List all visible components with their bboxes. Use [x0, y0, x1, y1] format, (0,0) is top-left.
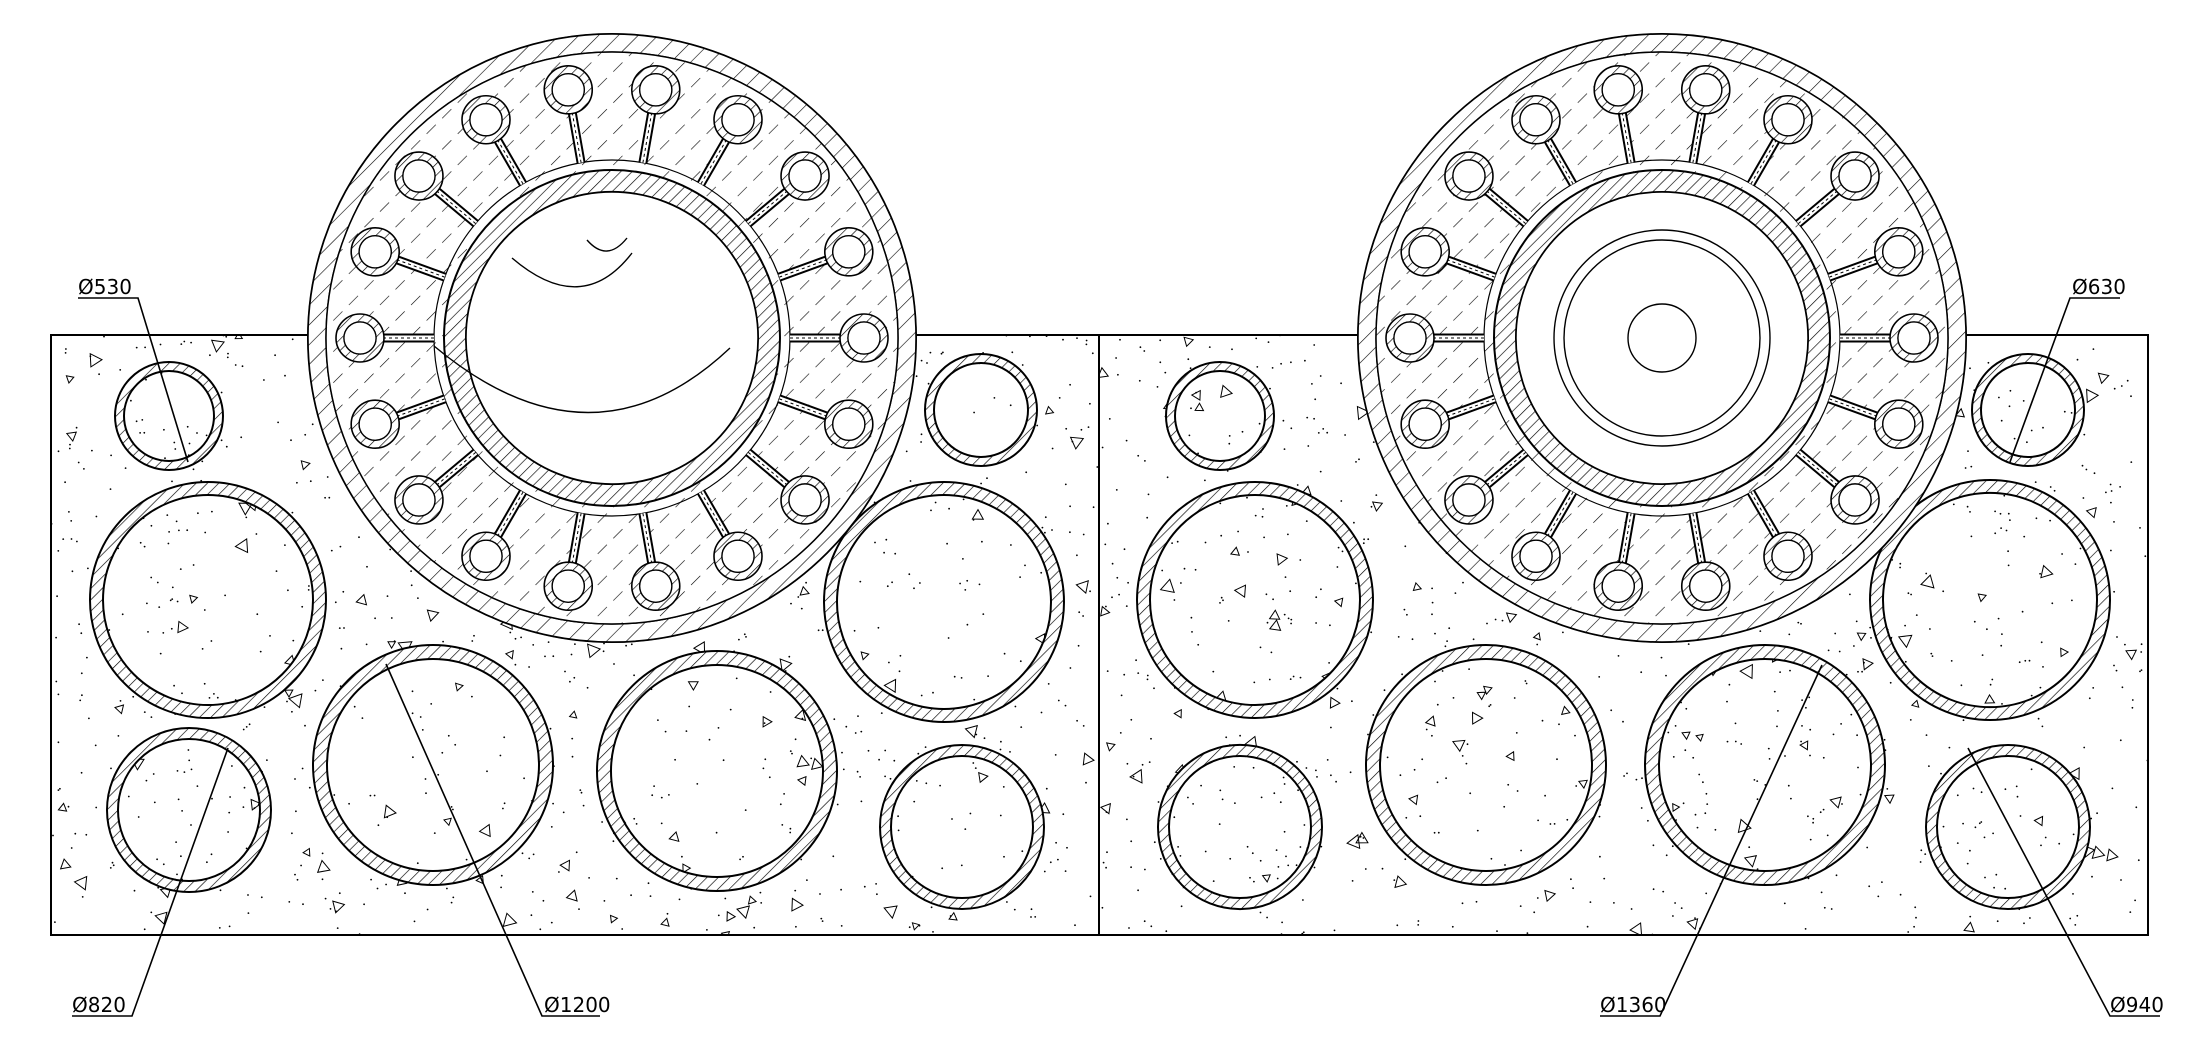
- pipe-left-e: [878, 744, 1046, 910]
- shaft-anchor: [350, 227, 447, 282]
- leader-d530: [78, 297, 189, 463]
- leader-lines: [72, 297, 2160, 1017]
- shaft-anchor: [394, 448, 479, 525]
- shaft-right-1360: [1357, 33, 1967, 643]
- leader-d1200: [385, 663, 600, 1017]
- shaft-cut-arc-small: [586, 237, 628, 252]
- dim-label-1200: Ø1200: [544, 993, 611, 1017]
- shaft-anchor: [630, 65, 681, 164]
- shaft-anchor: [1444, 448, 1529, 525]
- shaft-anchor: [1827, 227, 1924, 282]
- shaft-anchor: [461, 489, 527, 581]
- pipe-left-b: [595, 650, 839, 892]
- pipe-d1200-left: [311, 644, 555, 886]
- pipe-left-a: [88, 481, 328, 719]
- shaft-anchor: [1444, 151, 1529, 228]
- pipe-d1360-right: [1643, 644, 1887, 886]
- dim-label-820: Ø820: [72, 993, 126, 1017]
- shaft-bore: [1515, 191, 1809, 485]
- leader-d630: [2009, 297, 2120, 463]
- shaft-anchor: [630, 512, 681, 611]
- shaft-concentric-ring-1: [1563, 239, 1761, 437]
- shaft-anchor: [394, 151, 479, 228]
- shaft-anchor: [1680, 65, 1731, 164]
- pipe-right-d: [1364, 644, 1608, 886]
- pipe-right-b: [1135, 481, 1375, 719]
- leader-d1360: [1600, 664, 1823, 1017]
- shaft-anchor: [1747, 489, 1813, 581]
- shaft-anchor: [1511, 489, 1577, 581]
- pipe-right-a: [1164, 361, 1276, 471]
- shaft-anchor: [1680, 512, 1731, 611]
- shaft-left-1200: [307, 33, 917, 643]
- shaft-cut-arc: [511, 252, 633, 288]
- shaft-anchor: [777, 394, 874, 449]
- pipe-d940-right: [1924, 744, 2092, 910]
- shaft-anchor: [1827, 394, 1924, 449]
- pipe-left-d: [822, 481, 1066, 723]
- dim-label-940: Ø940: [2110, 993, 2164, 1017]
- shaft-anchor: [1400, 394, 1497, 449]
- shaft-anchor: [1385, 313, 1484, 363]
- shaft-concentric-ring-0: [1553, 229, 1771, 447]
- leader-d820: [72, 747, 229, 1017]
- pipe-d820-left: [105, 727, 273, 893]
- pipe-d630-right: [1970, 353, 2086, 467]
- dim-label-530: Ø530: [78, 275, 132, 299]
- shaft-anchor: [1593, 65, 1644, 164]
- shaft-anchor: [1593, 512, 1644, 611]
- shaft-concentric-ring-2: [1627, 303, 1697, 373]
- dim-label-630: Ø630: [2072, 275, 2126, 299]
- shaft-anchor: [790, 313, 889, 363]
- shaft-anchor: [777, 227, 874, 282]
- pipe-group: [88, 353, 2112, 910]
- pipe-right-c: [1156, 744, 1324, 910]
- shaft-anchor: [697, 489, 763, 581]
- shaft-anchor: [1795, 448, 1880, 525]
- shaft-anchor: [543, 512, 594, 611]
- shaft-anchor: [461, 95, 527, 187]
- pipe-left-c: [923, 353, 1039, 467]
- shaft-anchor: [1795, 151, 1880, 228]
- shaft-anchor: [745, 448, 830, 525]
- shaft-anchor: [697, 95, 763, 187]
- shaft-anchor: [335, 313, 434, 363]
- dim-label-1360: Ø1360: [1600, 993, 1667, 1017]
- shaft-anchor: [1747, 95, 1813, 187]
- shaft-anchor: [1511, 95, 1577, 187]
- shaft-anchor: [543, 65, 594, 164]
- shaft-anchor: [745, 151, 830, 228]
- shaft-cut-line: [433, 345, 731, 414]
- shaft-bore: [465, 191, 759, 485]
- pipe-d530-left: [113, 361, 225, 471]
- pipe-right-e: [1868, 479, 2112, 721]
- leader-d940: [1967, 747, 2160, 1017]
- shaft-anchor: [1400, 227, 1497, 282]
- shaft-anchor: [350, 394, 447, 449]
- shaft-anchor: [1840, 313, 1939, 363]
